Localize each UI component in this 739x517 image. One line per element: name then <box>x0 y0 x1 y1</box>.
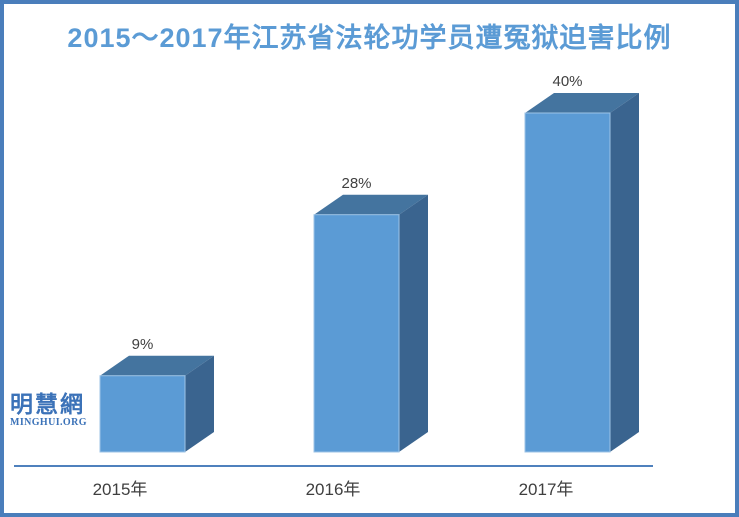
data-label-2016年: 28% <box>341 174 372 192</box>
category-label-2017年: 2017年 <box>518 480 574 499</box>
data-label-2015年: 9% <box>131 335 154 353</box>
bar-2016年 <box>313 194 428 453</box>
bar-top-face <box>525 93 639 113</box>
chart-title: 2015～2017年江苏省法轮功学员遭冤狱迫害比例 <box>67 23 672 53</box>
minghui-watermark-en: MINGHUI.ORG <box>10 417 87 428</box>
x-axis-line <box>14 465 653 467</box>
bar-2015年 <box>99 355 214 453</box>
bar-top-face <box>100 355 214 376</box>
minghui-watermark: 明慧網 MINGHUI.ORG <box>10 393 87 428</box>
minghui-watermark-cn: 明慧網 <box>10 391 85 417</box>
data-label-2017年: 40% <box>552 73 583 90</box>
bar-side-face <box>610 93 639 452</box>
bar-2017年 <box>524 93 639 453</box>
category-label-2016年: 2016年 <box>305 480 361 499</box>
bar-front-face <box>313 214 400 453</box>
bar-front-face <box>99 375 186 453</box>
category-label-2015年: 2015年 <box>92 480 148 499</box>
bar-side-face <box>185 355 214 452</box>
bar-side-face <box>399 194 428 452</box>
bar-top-face <box>314 194 428 215</box>
bar-front-face <box>524 112 611 453</box>
